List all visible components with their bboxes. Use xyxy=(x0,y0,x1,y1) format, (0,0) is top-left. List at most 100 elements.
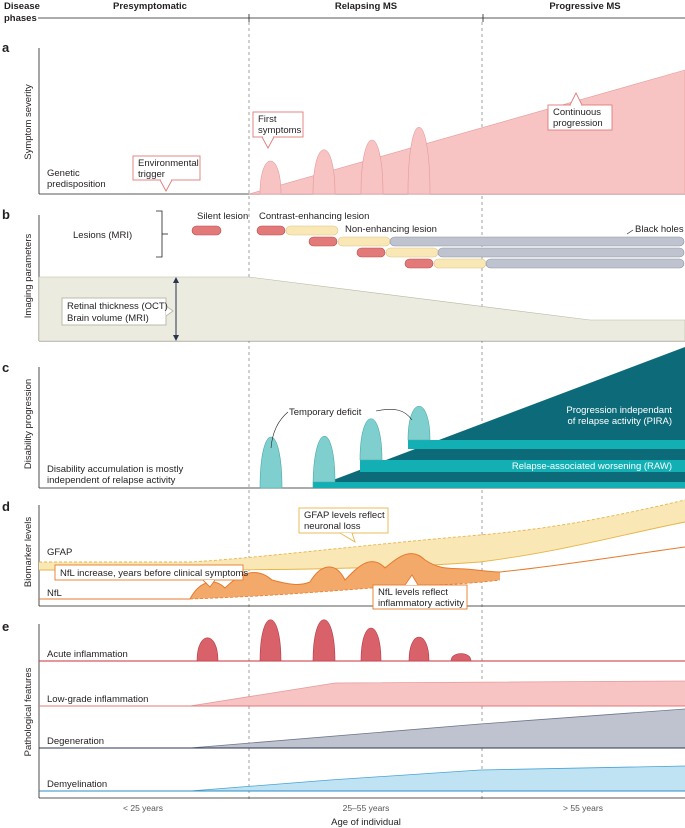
imaging-parameters-axis-label: Imaging parameters xyxy=(23,234,34,319)
black-holes-label: Black holes xyxy=(635,224,684,235)
relapse-peak-2 xyxy=(312,149,336,195)
acute-inflammation-label: Acute inflammation xyxy=(47,649,128,660)
acute-peak-5 xyxy=(408,636,430,662)
panel-d: d Biomarker levels GFAP NfL GFAP levels … xyxy=(2,499,685,610)
nonenh-lesion-pill-1 xyxy=(285,225,339,236)
retinal-brain-volume-area xyxy=(38,276,685,342)
nfl-label: NfL xyxy=(47,588,62,599)
retinal-thickness-label: Retinal thickness (OCT) xyxy=(67,301,168,312)
relapse-peak-4 xyxy=(407,127,431,195)
degeneration-label: Degeneration xyxy=(47,736,104,747)
phase-presymptomatic: Presymptomatic xyxy=(113,1,187,12)
lowgrade-area xyxy=(190,681,685,706)
relapse-peak-1 xyxy=(259,160,282,195)
continuous-progression-line2: progression xyxy=(553,118,603,129)
continuous-progression-callout: Continuous progression xyxy=(547,91,613,131)
first-symptoms-line2: symptoms xyxy=(258,125,302,136)
relapse-peak-3 xyxy=(360,140,384,195)
gfap-note-line1: GFAP levels reflect xyxy=(304,510,385,521)
black-hole-pill-3 xyxy=(485,258,685,269)
phase-progressive: Progressive MS xyxy=(549,1,620,12)
x-tick-under-25: < 25 years xyxy=(123,803,163,813)
continuous-progression-line1: Continuous xyxy=(553,107,601,118)
black-hole-pill-1 xyxy=(389,236,685,247)
environmental-label-line1: Environmental xyxy=(138,158,199,169)
nfl-line xyxy=(39,546,685,600)
temp-deficit-3 xyxy=(359,418,383,461)
demyelination-label: Demyelination xyxy=(47,779,107,790)
temp-deficit-1 xyxy=(259,437,283,489)
acute-peak-2 xyxy=(259,619,282,662)
nfl-note-callout: NfL levels reflect inflammatory activity xyxy=(372,574,468,610)
silent-lesion-label: Silent lesion xyxy=(197,211,248,222)
panel-e-letter: e xyxy=(2,619,9,634)
environmental-trigger-callout: Environmental trigger xyxy=(132,155,201,192)
demyelination-area xyxy=(190,766,685,791)
accumulation-label-line1: Disability accumulation is mostly xyxy=(47,464,183,475)
retinal-brain-callout: Retinal thickness (OCT) Brain volume (MR… xyxy=(61,297,174,326)
silent-lesion-pill xyxy=(191,225,222,236)
raw-band-3 xyxy=(408,440,685,449)
symptom-severity-axis-label: Symptom severity xyxy=(23,84,34,160)
acute-peak-3 xyxy=(312,619,336,662)
acute-peak-4 xyxy=(360,627,382,662)
panel-a: a Symptom severity Genetic predispositio… xyxy=(2,40,685,195)
temp-deficit-2 xyxy=(312,436,336,489)
biomarker-levels-axis-label: Biomarker levels xyxy=(23,517,34,587)
x-axis-title: Age of individual xyxy=(331,817,401,828)
pathological-features-axis-label: Pathological features xyxy=(23,667,34,756)
contrast-lesion-pill-4 xyxy=(404,258,434,269)
panel-a-letter: a xyxy=(2,40,10,55)
gfap-lower-line xyxy=(39,521,685,571)
raw-band-1 xyxy=(313,482,685,488)
non-enhancing-label: Non-enhancing lesion xyxy=(345,224,437,235)
nfl-increase-callout: NfL increase, years before clinical symp… xyxy=(54,564,248,588)
temp-deficit-4 xyxy=(407,406,431,441)
nfl-note-line1: NfL levels reflect xyxy=(378,587,448,598)
first-symptoms-callout: First symptoms xyxy=(252,111,304,149)
x-axis: < 25 years 25–55 years > 55 years Age of… xyxy=(123,803,603,828)
acute-peak-6 xyxy=(450,653,472,662)
disease-phases-label-line1: Disease xyxy=(4,1,40,12)
contrast-lesion-pill-1 xyxy=(256,225,286,236)
genetic-label-line2: predisposition xyxy=(47,179,106,190)
environmental-label-line2: trigger xyxy=(138,169,165,180)
nonenh-lesion-pill-2 xyxy=(337,236,391,247)
lesions-label: Lesions (MRI) xyxy=(73,230,132,241)
nfl-note-line2: inflammatory activity xyxy=(378,598,464,609)
brain-volume-label: Brain volume (MRI) xyxy=(67,313,149,324)
pira-label-line2: of relapse activity (PIRA) xyxy=(567,416,672,427)
header: Disease phases Presymptomatic Relapsing … xyxy=(4,1,685,24)
lowgrade-inflammation-label: Low-grade inflammation xyxy=(47,694,148,705)
temporary-deficit-label: Temporary deficit xyxy=(289,407,362,418)
lesions-bracket xyxy=(156,210,163,258)
acute-peak-1 xyxy=(196,637,219,662)
gfap-note-line2: neuronal loss xyxy=(304,521,361,532)
raw-band-2 xyxy=(360,460,685,472)
contrast-lesion-pill-3 xyxy=(356,247,386,258)
panel-e: e Pathological features Acute inflammati… xyxy=(2,619,685,799)
panel-c-letter: c xyxy=(2,360,9,375)
nonenh-lesion-pill-4 xyxy=(433,258,487,269)
panel-d-letter: d xyxy=(2,499,10,514)
nfl-peaks-area xyxy=(190,553,500,599)
panel-b: b Imaging parameters Lesions (MRI) Silen… xyxy=(2,207,685,342)
nfl-baseline xyxy=(189,579,501,600)
pira-label-line1: Progression independant xyxy=(566,405,672,416)
nfl-increase-label: NfL increase, years before clinical symp… xyxy=(60,568,248,579)
phase-relapsing: Relapsing MS xyxy=(335,1,397,12)
contrast-enhancing-label: Contrast-enhancing lesion xyxy=(259,211,369,222)
panel-b-letter: b xyxy=(2,207,10,222)
gfap-label: GFAP xyxy=(47,547,72,558)
gfap-note-callout: GFAP levels reflect neuronal loss xyxy=(298,507,389,544)
black-hole-pill-2 xyxy=(437,247,685,258)
degeneration-area xyxy=(190,709,685,748)
contrast-lesion-pill-2 xyxy=(308,236,338,247)
disease-phases-label-line2: phases xyxy=(4,13,37,24)
genetic-label-line1: Genetic xyxy=(47,168,80,179)
nonenh-lesion-pill-3 xyxy=(385,247,439,258)
disability-progression-axis-label: Disability progression xyxy=(23,379,34,469)
gfap-upper-line xyxy=(39,499,685,563)
x-tick-25-55: 25–55 years xyxy=(343,803,390,813)
